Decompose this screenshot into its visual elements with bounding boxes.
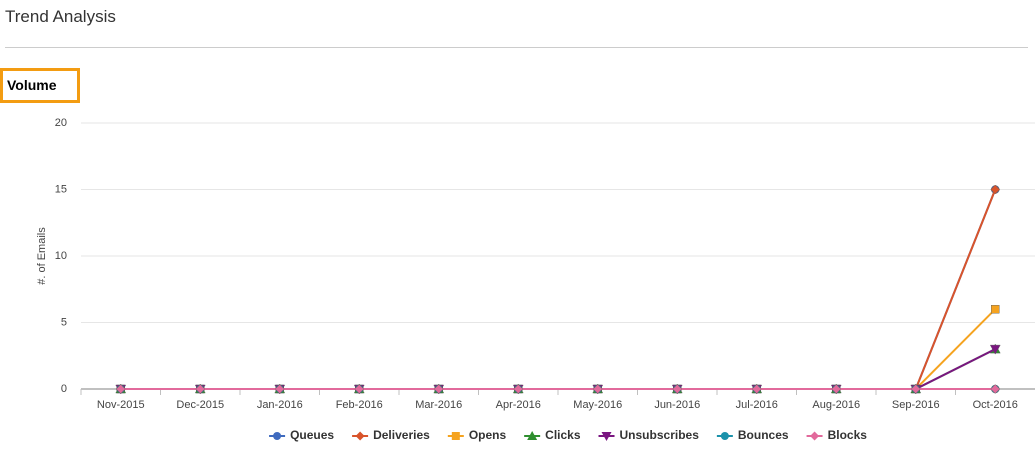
marker (989, 344, 1001, 355)
section-title: Volume (0, 68, 80, 103)
legend-label: Blocks (828, 428, 868, 442)
x-tick-label: Sep-2016 (892, 399, 940, 411)
series-line (120, 348, 996, 390)
legend-label: Opens (469, 428, 507, 442)
x-tick-label: Nov-2015 (97, 399, 145, 411)
marker (672, 384, 683, 394)
x-tick-label: Mar-2016 (415, 399, 462, 411)
legend-label: Deliveries (373, 428, 430, 442)
marker (451, 432, 460, 440)
legend-label: Queues (290, 428, 334, 442)
series-line (120, 308, 996, 390)
marker (990, 384, 1001, 394)
y-tick-label: 0 (61, 383, 67, 395)
marker (273, 432, 282, 440)
marker (601, 432, 612, 441)
marker (592, 384, 603, 394)
marker (513, 384, 524, 394)
y-axis-title: #. of Emails (36, 227, 48, 285)
y-tick-label: 20 (55, 117, 67, 129)
legend-label: Clicks (545, 428, 581, 442)
marker (810, 431, 820, 441)
x-tick-label: Jan-2016 (257, 399, 303, 411)
x-tick-label: Dec-2015 (176, 399, 224, 411)
x-tick-label: Jun-2016 (654, 399, 700, 411)
marker (910, 384, 921, 394)
x-tick-label: Apr-2016 (496, 399, 541, 411)
y-tick-label: 15 (55, 183, 67, 195)
y-tick-label: 10 (55, 250, 67, 262)
marker (527, 431, 538, 440)
marker (991, 305, 1000, 314)
marker (433, 384, 444, 394)
marker (115, 384, 126, 394)
x-tick-label: Jul-2016 (736, 399, 778, 411)
series-line (120, 189, 997, 390)
x-tick-label: Oct-2016 (973, 399, 1018, 411)
marker (831, 384, 842, 394)
marker (274, 384, 285, 394)
y-tick-label: 5 (61, 316, 67, 328)
legend: Queues Deliveries Opens Clicks Unsubscribes B… (269, 428, 867, 442)
x-tick-label: May-2016 (573, 399, 622, 411)
marker (751, 384, 762, 394)
marker (720, 432, 729, 440)
divider (5, 47, 1028, 48)
series-line (120, 348, 996, 390)
marker (354, 384, 365, 394)
legend-label: Bounces (738, 428, 789, 442)
page-title: Trend Analysis (5, 7, 116, 26)
x-tick-label: Aug-2016 (812, 399, 860, 411)
marker (355, 431, 365, 441)
legend-label: Unsubscribes (620, 428, 700, 442)
marker (195, 384, 206, 394)
series-line (120, 189, 997, 390)
x-tick-label: Feb-2016 (336, 399, 383, 411)
marker (990, 184, 1001, 195)
